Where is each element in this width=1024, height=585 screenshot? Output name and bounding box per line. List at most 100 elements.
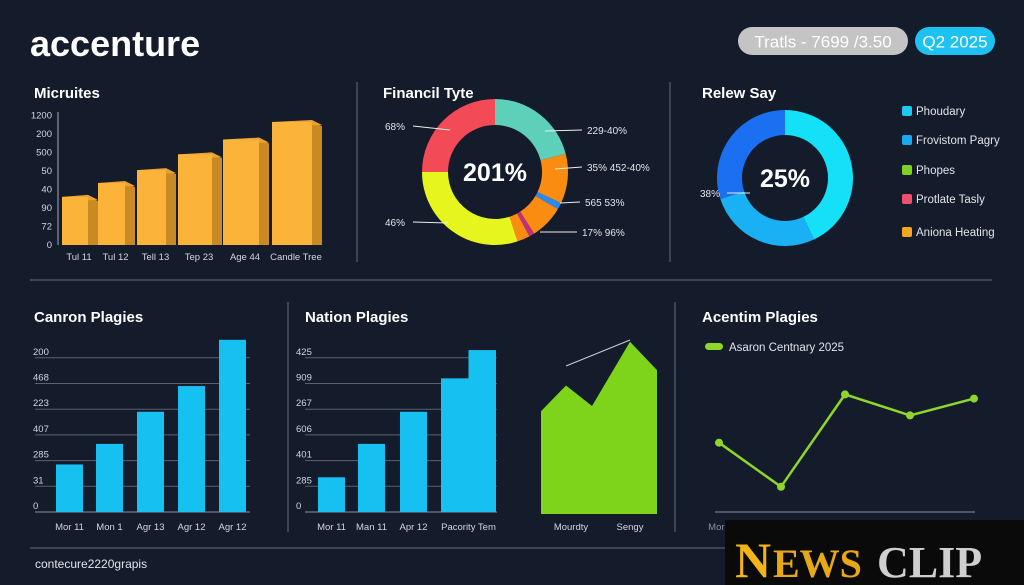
donut-slice bbox=[720, 191, 814, 246]
y-tick-label: 200 bbox=[36, 129, 52, 140]
donut-center-label: 25% bbox=[760, 165, 810, 193]
bar bbox=[441, 378, 469, 512]
bar bbox=[400, 411, 427, 512]
bar-side bbox=[166, 170, 176, 245]
bar bbox=[318, 477, 345, 512]
donut-slice bbox=[535, 192, 562, 210]
bar bbox=[96, 443, 123, 512]
donut-slice bbox=[717, 110, 785, 200]
footer-text: contecure2220grapis bbox=[35, 557, 147, 571]
x-tick-label: Tell 13 bbox=[142, 252, 169, 263]
chart-title: Canron Plagies bbox=[34, 309, 143, 326]
y-tick-label: 72 bbox=[41, 222, 52, 233]
bar-side bbox=[312, 121, 322, 245]
leader-line bbox=[559, 201, 581, 204]
data-point bbox=[715, 438, 723, 447]
y-tick-label: 0 bbox=[296, 501, 301, 512]
x-tick-label: Mon 1 bbox=[96, 522, 122, 533]
x-tick-label: Tep 23 bbox=[185, 252, 214, 263]
data-point bbox=[906, 411, 914, 420]
bar bbox=[358, 443, 385, 512]
x-tick-label: Apr 12 bbox=[400, 522, 428, 533]
bar bbox=[56, 464, 83, 512]
slice-label: 229-40% bbox=[587, 126, 627, 137]
leader-line bbox=[412, 221, 449, 224]
x-tick-label: Agr 12 bbox=[219, 522, 247, 533]
chart-title: Acentim Plagies bbox=[702, 309, 818, 326]
x-tick-label: Candle Tree bbox=[270, 252, 322, 263]
y-tick-label: 425 bbox=[296, 347, 312, 358]
slice-label: 38% bbox=[700, 189, 720, 200]
y-tick-label: 200 bbox=[33, 347, 49, 358]
chart-title: Relew Say bbox=[702, 85, 777, 102]
slice-label: 35% 452-40% bbox=[587, 163, 650, 174]
chart-title: Micruites bbox=[34, 85, 100, 102]
y-tick-label: 401 bbox=[296, 450, 312, 461]
donut-slice bbox=[495, 99, 566, 161]
bar bbox=[468, 350, 496, 512]
bar-side bbox=[88, 196, 98, 245]
svg-text:N: N bbox=[735, 532, 771, 585]
legend-swatch bbox=[902, 227, 912, 237]
y-tick-label: 0 bbox=[47, 240, 52, 251]
totals-pill-label: Tratls - 7699 /3.50 bbox=[754, 33, 891, 52]
slice-label: 68% bbox=[385, 122, 405, 133]
bar bbox=[62, 196, 88, 245]
legend-label: Phoudary bbox=[916, 106, 965, 118]
donut-slice bbox=[422, 99, 495, 172]
bar-side bbox=[212, 154, 222, 245]
donut-slice bbox=[422, 172, 518, 245]
data-point bbox=[970, 394, 978, 403]
bar bbox=[98, 183, 125, 245]
y-tick-label: 500 bbox=[36, 148, 52, 159]
newsclip-watermark-logo: N EWS CLIP bbox=[725, 520, 1024, 585]
donut-slice bbox=[517, 211, 535, 237]
slice-label: 17% 96% bbox=[582, 228, 625, 239]
y-tick-label: 909 bbox=[296, 373, 312, 384]
bar bbox=[137, 170, 166, 245]
legend-label: Aniona Heating bbox=[916, 227, 995, 239]
accenture-logo: accenture bbox=[30, 23, 200, 64]
leader-line bbox=[544, 129, 583, 132]
legend-label: Protlate Tasly bbox=[916, 194, 985, 206]
slice-label: 46% bbox=[385, 218, 405, 229]
bar-side bbox=[125, 183, 135, 245]
y-tick-label: 285 bbox=[296, 475, 312, 486]
area bbox=[541, 341, 657, 514]
chart-title: Nation Plagies bbox=[305, 309, 408, 326]
period-pill[interactable]: Q2 2025 bbox=[915, 27, 995, 55]
x-tick-label: Mor 11 bbox=[317, 522, 346, 533]
y-tick-label: 1200 bbox=[31, 111, 52, 122]
legend-swatch bbox=[705, 343, 723, 350]
svg-text:EWS: EWS bbox=[773, 541, 862, 585]
bar-side bbox=[259, 139, 269, 245]
donut-slice bbox=[520, 195, 558, 234]
svg-text:CLIP: CLIP bbox=[877, 538, 982, 585]
y-tick-label: 267 bbox=[296, 398, 312, 409]
x-tick-label: Sengy bbox=[617, 522, 644, 533]
bar bbox=[178, 154, 212, 245]
bar bbox=[219, 339, 246, 512]
y-tick-label: 285 bbox=[33, 450, 49, 461]
data-point bbox=[841, 390, 849, 399]
donut-center-label: 201% bbox=[463, 159, 527, 187]
x-tick-label: Agr 13 bbox=[137, 522, 165, 533]
leader-line bbox=[412, 125, 451, 131]
y-tick-label: 50 bbox=[41, 166, 52, 177]
y-tick-label: 468 bbox=[33, 373, 49, 384]
trend-line bbox=[565, 339, 631, 367]
series-line bbox=[718, 392, 975, 489]
y-tick-label: 31 bbox=[33, 475, 44, 486]
totals-pill[interactable]: Tratls - 7699 /3.50 bbox=[738, 27, 908, 55]
legend-label: Phopes bbox=[916, 165, 955, 177]
data-point bbox=[777, 482, 785, 491]
legend-swatch bbox=[902, 165, 912, 175]
legend-swatch bbox=[902, 194, 912, 204]
period-pill-label: Q2 2025 bbox=[922, 33, 987, 52]
x-tick-label: Man 11 bbox=[356, 522, 387, 533]
y-tick-label: 407 bbox=[33, 424, 49, 435]
bar bbox=[223, 139, 259, 245]
x-tick-label: Age 44 bbox=[230, 252, 260, 263]
donut-slice bbox=[509, 213, 530, 242]
